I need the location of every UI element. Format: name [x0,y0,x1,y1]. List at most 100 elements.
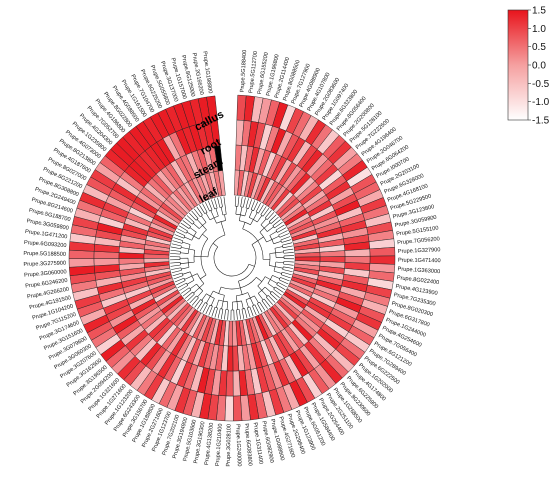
dendrogram-branch [195,218,199,221]
dendrogram-branch [218,286,222,294]
dendrogram-branch [258,204,264,214]
gene-label: Prupe.1G240000 [234,424,241,467]
dendrogram-branch [259,227,265,233]
dendrogram-branch [182,271,191,275]
gene-label: Prupe.1G198800 [201,51,213,94]
heatmap-cell-callus [232,395,243,422]
dendrogram-branch [267,226,274,232]
gene-label: Prupe.6G246200 [25,278,68,290]
dendrogram-branch [245,198,249,208]
dendrogram-branch [266,239,273,243]
dendrogram-branch [258,293,264,300]
dendrogram-branch [267,212,275,220]
dendrogram-branch [215,208,219,217]
dendrogram-branch [280,239,282,243]
dendrogram-branch [201,215,207,223]
dendrogram-branch [282,266,284,270]
dendrogram-branch [180,252,189,254]
dendrogram-branch [199,205,206,214]
dendrogram [170,196,294,320]
dendrogram-branch [282,242,293,246]
dendrogram-branch [181,267,190,270]
dendrogram-branch [224,214,226,221]
dendrogram-branch [248,263,255,267]
gene-label: Prupe.3G060000 [24,269,67,279]
dendrogram-branch [282,269,293,272]
dendrogram-branch [260,206,267,215]
dendrogram-branch [177,228,187,234]
dendrogram-branch [279,233,290,238]
dendrogram-branch [210,290,214,297]
dendrogram-branch [193,208,201,217]
dendrogram-branch [189,295,197,304]
dendrogram-branch [211,307,216,317]
dendrogram-branch [259,231,267,243]
dendrogram-branch [244,208,248,217]
dendrogram-branch [180,262,189,264]
gene-label: Prupe.1G311400 [252,422,264,465]
heatmap-cell-leaf [217,170,226,197]
dendrogram-branch [237,196,240,207]
dendrogram-branch [252,305,257,316]
dendrogram-branch [172,240,183,244]
dendrogram-branch [274,221,283,229]
dendrogram-branch [283,252,294,254]
dendrogram-branch [184,217,193,225]
dendrogram-branch [248,199,252,209]
dendrogram-branch [219,206,223,208]
dendrogram-branch [186,215,195,223]
dendrogram-branch [261,300,268,309]
dendrogram-branch [267,275,273,284]
gene-label: Prupe.1G363000 [397,266,440,275]
dendrogram-branch [213,246,250,277]
dendrogram-branch [260,224,268,232]
dendrogram-branch [283,266,294,269]
dendrogram-branch [222,228,226,236]
dendrogram-branch [208,306,213,316]
dendrogram-branch [217,308,221,319]
dendrogram-branch [213,217,217,224]
dendrogram-branch [216,220,226,224]
dendrogram-branch [177,282,187,289]
dendrogram-branch [281,271,292,276]
dendrogram-branch [261,290,268,297]
gene-label: Prupe.3G028100 [226,424,233,467]
dendrogram-branch [214,198,218,209]
dendrogram-branch [268,253,271,266]
dendrogram-branch [171,243,182,247]
dendrogram-branch [211,199,215,210]
dendrogram-branch [253,201,259,211]
dendrogram-branch [235,206,237,215]
colorbar-tick-label: -0.5 [532,79,550,90]
dendrogram-branch [272,219,281,226]
dendrogram-branch [278,230,288,236]
dendrogram-branch [214,306,218,309]
dendrogram-branch [242,222,246,229]
gene-label: Prupe.1G327900 [398,247,441,255]
dendrogram-branch [180,287,190,294]
gene-label: Prupe.6G093200 [24,240,67,249]
dendrogram-branch [205,201,210,212]
dendrogram-branch [197,290,203,298]
dendrogram-branch [251,240,258,245]
dendrogram-branch [250,297,254,306]
colorbar-tick-label: -1.5 [532,116,550,127]
dendrogram-branch [182,289,192,297]
dendrogram-branch [179,285,188,291]
gene-label: Prupe.5G112700 [248,51,259,94]
dendrogram-branch [269,265,276,267]
dendrogram-branch [248,210,253,218]
dendrogram-branch [202,225,207,230]
dendrogram-branch [249,306,254,317]
dendrogram-branch [238,244,257,282]
dendrogram-branch [189,283,197,290]
dendrogram-branch [281,274,291,279]
dendrogram-branch [270,279,278,284]
dendrogram-branch [272,275,280,279]
dendrogram-branch [205,302,208,305]
dendrogram-branch [264,217,268,220]
dendrogram-branch [222,295,225,302]
heatmap-cell-root [232,370,241,397]
gene-label: Prupe.5G188400 [240,50,249,93]
dendrogram-branch [188,261,195,264]
